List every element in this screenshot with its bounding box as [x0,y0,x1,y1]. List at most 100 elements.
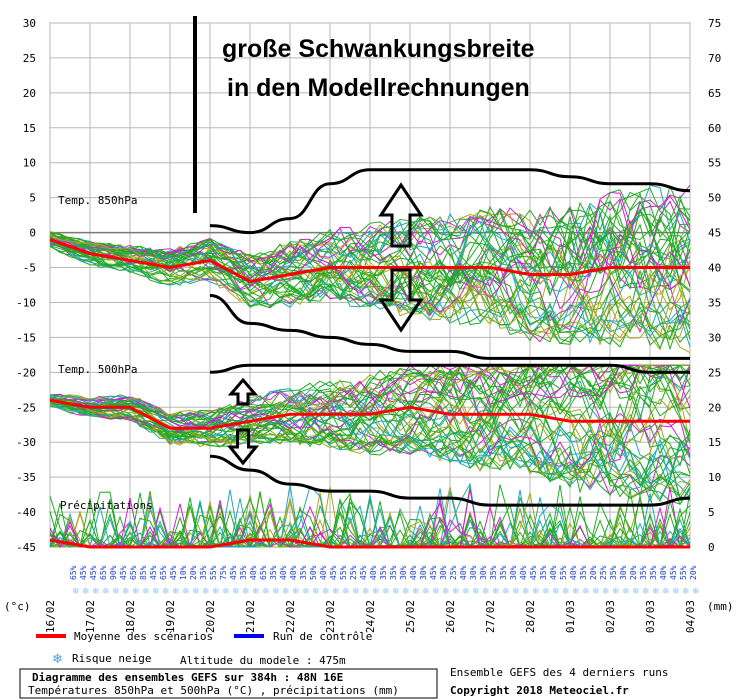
left-tick-label: 5 [29,192,36,205]
member-line-t500 [49,399,691,500]
snow-risk-value: 55% [209,565,218,580]
snow-risk-value: 40% [459,565,468,580]
snow-risk-value: 50% [309,565,318,580]
snowflake-icon: ❄ [472,587,480,597]
snow-risk-value: 35% [609,565,618,580]
right-tick-label: 10 [708,471,721,484]
snowflake-icon: ❄ [682,587,690,597]
down-arrow-icon [378,268,424,333]
snow-risk-value: 30% [469,565,478,580]
snowflake-icon: ❄ [192,587,200,597]
snowflake-icon: ❄ [532,587,540,597]
member-line-precip [49,493,691,549]
snowflake-icon: ❄ [322,587,330,597]
member-line-t500 [49,364,691,439]
date-tick-label: 27/02 [484,600,497,633]
mean-line-precip [49,538,690,549]
mean-legend-label: Moyenne des scénarios [74,630,213,643]
snowflake-icon: ❄ [692,587,700,597]
left-tick-label: 0 [29,227,36,240]
member-line-t850 [49,201,691,309]
snow-risk-value: 45% [79,565,88,580]
snowflake-icon: ❄ [362,587,370,597]
snowflake-icon: ❄ [612,587,620,597]
member-line-t500 [49,377,691,484]
snow-risk-value: 65% [69,565,78,580]
snow-risk-value: 40% [409,565,418,580]
snowflake-icon: ❄ [422,587,430,597]
member-line-t500 [49,386,691,503]
snow-risk-value: 40% [249,565,258,580]
snowflake-icon: ❄ [212,587,220,597]
ensemble-note: Ensemble GEFS des 4 derniers runs [450,666,669,679]
snow-risk-value: 45% [359,565,368,580]
snowflake-icon: ❄ [222,587,230,597]
date-tick-label: 25/02 [404,600,417,633]
left-tick-label: 10 [23,157,36,170]
snowflake-icon: ❄ [162,587,170,597]
snowflake-icon: ❄ [262,587,270,597]
right-tick-label: 55 [708,157,721,170]
left-axis-ticks: 30 25 20 15 10 5 0 -5 -10 -15 -20 -25 -30 -35 -40 -45 [16,17,36,554]
right-tick-label: 60 [708,122,721,135]
date-tick-label: 23/02 [324,600,337,633]
left-tick-label: -20 [16,366,36,379]
snow-risk-value: 75% [219,565,228,580]
member-line-t500 [49,364,690,437]
right-tick-label: 75 [708,17,721,30]
right-unit-label: (mm) [707,600,734,613]
mean-line-t500 [49,398,690,430]
snowflake-icon: ❄ [292,587,300,597]
copyright: Copyright 2018 Meteociel.fr [450,684,629,697]
right-tick-label: 5 [708,506,715,519]
snow-risk-value: 55% [679,565,688,580]
right-tick-label: 30 [708,331,721,344]
snow-risk-value: 40% [659,565,668,580]
date-tick-label: 28/02 [524,600,537,633]
snowflake-icon: ❄ [302,587,310,597]
date-tick-label: 24/02 [364,600,377,633]
snowflake-icon: ❄ [332,587,340,597]
snowflake-icon: ❄ [402,587,410,597]
snowflake-icon: ❄ [172,587,180,597]
left-tick-label: -15 [16,331,36,344]
snow-risk-value: 45% [669,565,678,580]
left-tick-label: -35 [16,471,36,484]
snow-risk-value: 45% [169,565,178,580]
member-line-t850 [49,199,691,295]
right-tick-label: 40 [708,262,721,275]
member-line-t500 [49,395,691,478]
annotation-line-2: in den Modellrechnungen [227,74,530,102]
snow-risk-value: 25% [599,565,608,580]
snowflake-icon: ❄ [432,587,440,597]
snowflake-icon: ❄ [252,587,260,597]
snowflake-icon: ❄ [152,587,160,597]
snowflake-icon: ❄ [142,587,150,597]
snow-risk-value: 65% [259,565,268,580]
snow-risk-value: 45% [119,565,128,580]
member-line-t850 [49,204,691,314]
snow-risk-value: 20% [589,565,598,580]
snow-risk-value: 25% [349,565,358,580]
snow-risk-row: 65% ❄ 45% ❄ 45% ❄ 65% ❄ 90% ❄ 45% ❄ 65% ❄ 85% ❄ 45% ❄ 65% ❄… [69,565,700,597]
snow-risk-value: 20% [629,565,638,580]
snowflake-icon: ❄ [512,587,520,597]
date-tick-label: 26/02 [444,600,457,633]
snow-risk-value: 35% [269,565,278,580]
date-tick-label: 02/03 [604,600,617,633]
snowflake-icon: ❄ [462,587,470,597]
mean-lines [49,238,690,549]
snowflake-icon: ❄ [592,587,600,597]
snow-risk-value: 40% [369,565,378,580]
snowflake-icon: ❄ [452,587,460,597]
date-tick-label: 22/02 [284,600,297,633]
left-tick-label: -25 [16,401,36,414]
spread-arrows [226,182,424,466]
snowflake-icon: ❄ [562,587,570,597]
date-tick-label: 20/02 [204,600,217,633]
snow-risk-value: 35% [499,565,508,580]
snowflake-icon: ❄ [182,587,190,597]
annotation-line-1: große Schwankungsbreite [222,35,535,63]
snow-risk-value: 90% [109,565,118,580]
